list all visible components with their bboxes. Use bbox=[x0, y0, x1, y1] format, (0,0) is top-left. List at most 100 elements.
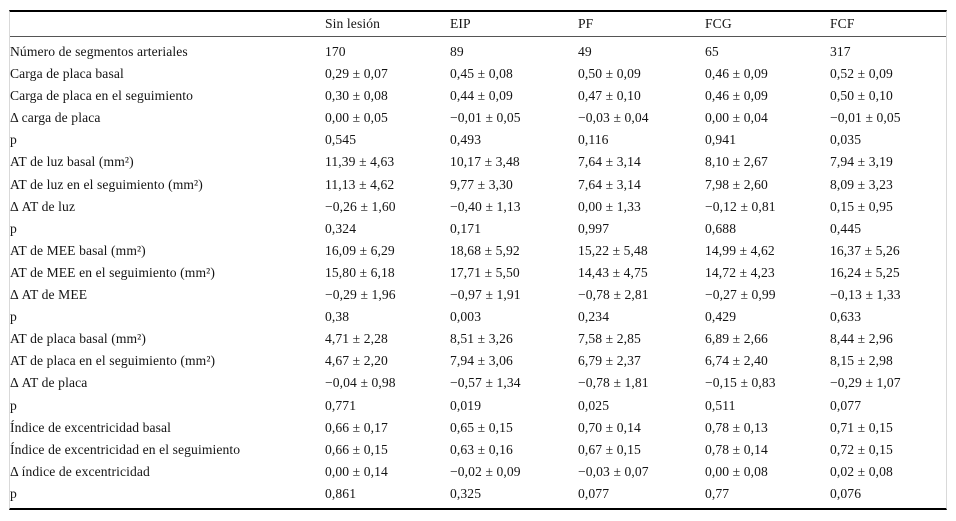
table-row: Índice de excentricidad basal 0,66 ± 0,1… bbox=[10, 417, 946, 439]
column-header-pf: PF bbox=[578, 12, 705, 37]
table-cell: 0,78 ± 0,14 bbox=[705, 441, 768, 457]
row-label: AT de luz en el seguimiento (mm²) bbox=[10, 176, 203, 192]
table-cell: 0,46 ± 0,09 bbox=[705, 88, 768, 104]
table-cell: 0,324 bbox=[325, 220, 357, 236]
row-label: AT de luz basal (mm²) bbox=[10, 154, 134, 170]
table-cell: −0,04 ± 0,98 bbox=[325, 375, 396, 391]
table-cell: 0,30 ± 0,08 bbox=[325, 88, 388, 104]
table-cell: 8,44 ± 2,96 bbox=[830, 331, 893, 347]
comparison-table: Sin lesión EIP PF FCG FCF Número de segm… bbox=[10, 12, 946, 508]
table-cell: 0,171 bbox=[450, 220, 482, 236]
table-cell: 0,47 ± 0,10 bbox=[578, 88, 641, 104]
column-header-fcg: FCG bbox=[705, 12, 830, 37]
table-row: Número de segmentos arteriales 170 89 49… bbox=[10, 37, 946, 64]
column-header-sin-lesion: Sin lesión bbox=[325, 12, 450, 37]
table-cell: −0,97 ± 1,91 bbox=[450, 287, 521, 303]
table-row: AT de placa basal (mm²) 4,71 ± 2,28 8,51… bbox=[10, 328, 946, 350]
table-cell: 0,63 ± 0,16 bbox=[450, 441, 513, 457]
table-cell: 7,64 ± 3,14 bbox=[578, 176, 641, 192]
table-cell: 0,50 ± 0,10 bbox=[830, 88, 893, 104]
table-cell: −0,78 ± 1,81 bbox=[578, 375, 649, 391]
row-label: p bbox=[10, 485, 17, 501]
table-cell: 0,70 ± 0,14 bbox=[578, 419, 641, 435]
table-row: AT de placa en el seguimiento (mm²) 4,67… bbox=[10, 350, 946, 372]
table-row: p 0,545 0,493 0,116 0,941 0,035 bbox=[10, 129, 946, 151]
table-cell: −0,29 ± 1,96 bbox=[325, 287, 396, 303]
table-cell: 0,861 bbox=[325, 485, 357, 501]
table-cell: 170 bbox=[325, 44, 346, 59]
row-label: Carga de placa en el seguimiento bbox=[10, 88, 193, 104]
table-cell: −0,15 ± 0,83 bbox=[705, 375, 776, 391]
column-header-eip: EIP bbox=[450, 12, 578, 37]
table-row: AT de luz en el seguimiento (mm²) 11,13 … bbox=[10, 174, 946, 196]
table-cell: 0,429 bbox=[705, 309, 737, 325]
row-label: Δ índice de excentricidad bbox=[10, 463, 150, 479]
table-cell: 0,46 ± 0,09 bbox=[705, 66, 768, 82]
row-label: Índice de excentricidad en el seguimient… bbox=[10, 441, 241, 457]
table-cell: 7,98 ± 2,60 bbox=[705, 176, 768, 192]
row-label: p bbox=[10, 132, 17, 148]
row-label: AT de placa en el seguimiento (mm²) bbox=[10, 353, 216, 369]
table-cell: 6,74 ± 2,40 bbox=[705, 353, 768, 369]
table-row: Carga de placa en el seguimiento 0,30 ± … bbox=[10, 85, 946, 107]
row-label: AT de MEE en el seguimiento (mm²) bbox=[10, 264, 215, 280]
table-row: p 0,38 0,003 0,234 0,429 0,633 bbox=[10, 306, 946, 328]
table-cell: 65 bbox=[705, 44, 719, 59]
column-header-fcf: FCF bbox=[830, 12, 946, 37]
table-cell: −0,01 ± 0,05 bbox=[830, 110, 901, 126]
table-cell: 11,13 ± 4,62 bbox=[325, 176, 395, 192]
table-row: Δ AT de luz −0,26 ± 1,60 −0,40 ± 1,13 0,… bbox=[10, 196, 946, 218]
table-cell: 0,52 ± 0,09 bbox=[830, 66, 893, 82]
table-cell: 0,025 bbox=[578, 397, 610, 413]
table-cell: 0,077 bbox=[830, 397, 862, 413]
table-cell: 16,09 ± 6,29 bbox=[325, 242, 395, 258]
table-cell: 0,633 bbox=[830, 309, 862, 325]
table-cell: 0,29 ± 0,07 bbox=[325, 66, 388, 82]
table-cell: 4,71 ± 2,28 bbox=[325, 331, 388, 347]
table-cell: 6,89 ± 2,66 bbox=[705, 331, 768, 347]
table-cell: 15,22 ± 5,48 bbox=[578, 242, 648, 258]
table-cell: −0,03 ± 0,07 bbox=[578, 463, 649, 479]
table-cell: 11,39 ± 4,63 bbox=[325, 154, 395, 170]
table-cell: 8,51 ± 3,26 bbox=[450, 331, 513, 347]
row-label: Δ AT de placa bbox=[10, 375, 88, 391]
table-cell: 0,66 ± 0,15 bbox=[325, 441, 388, 457]
row-label: AT de MEE basal (mm²) bbox=[10, 242, 146, 258]
row-label: Índice de excentricidad basal bbox=[10, 419, 172, 435]
table-cell: 0,65 ± 0,15 bbox=[450, 419, 513, 435]
table-cell: 0,77 bbox=[705, 485, 730, 501]
table-cell: 0,66 ± 0,17 bbox=[325, 419, 388, 435]
table-frame: Sin lesión EIP PF FCG FCF Número de segm… bbox=[9, 10, 947, 510]
table-cell: 0,325 bbox=[450, 485, 482, 501]
table-cell: −0,29 ± 1,07 bbox=[830, 375, 901, 391]
table-cell: 0,019 bbox=[450, 397, 482, 413]
table-cell: −0,02 ± 0,09 bbox=[450, 463, 521, 479]
table-cell: 7,94 ± 3,06 bbox=[450, 353, 513, 369]
table-row: AT de luz basal (mm²) 11,39 ± 4,63 10,17… bbox=[10, 151, 946, 173]
table-cell: 0,67 ± 0,15 bbox=[578, 441, 641, 457]
table-cell: 16,37 ± 5,26 bbox=[830, 242, 900, 258]
table-cell: 17,71 ± 5,50 bbox=[450, 264, 520, 280]
table-cell: −0,03 ± 0,04 bbox=[578, 110, 649, 126]
table-cell: 0,78 ± 0,13 bbox=[705, 419, 768, 435]
table-cell: 0,234 bbox=[578, 309, 610, 325]
table-cell: 6,79 ± 2,37 bbox=[578, 353, 641, 369]
table-cell: 0,493 bbox=[450, 132, 482, 148]
table-cell: 7,94 ± 3,19 bbox=[830, 154, 893, 170]
table-cell: 0,00 ± 0,04 bbox=[705, 110, 768, 126]
table-cell: 0,997 bbox=[578, 220, 610, 236]
row-label: p bbox=[10, 397, 17, 413]
table-row: p 0,324 0,171 0,997 0,688 0,445 bbox=[10, 218, 946, 240]
table-cell: 0,00 ± 0,14 bbox=[325, 463, 388, 479]
table-cell: −0,27 ± 0,99 bbox=[705, 287, 776, 303]
table-cell: 8,09 ± 3,23 bbox=[830, 176, 893, 192]
table-cell: 18,68 ± 5,92 bbox=[450, 242, 520, 258]
table-cell: 0,72 ± 0,15 bbox=[830, 441, 893, 457]
table-cell: 8,10 ± 2,67 bbox=[705, 154, 768, 170]
table-cell: 7,64 ± 3,14 bbox=[578, 154, 641, 170]
table-row: Δ AT de placa −0,04 ± 0,98 −0,57 ± 1,34 … bbox=[10, 372, 946, 394]
table-cell: 0,116 bbox=[578, 132, 609, 148]
table-cell: 16,24 ± 5,25 bbox=[830, 264, 900, 280]
table-cell: 0,077 bbox=[578, 485, 610, 501]
table-cell: −0,40 ± 1,13 bbox=[450, 198, 521, 214]
